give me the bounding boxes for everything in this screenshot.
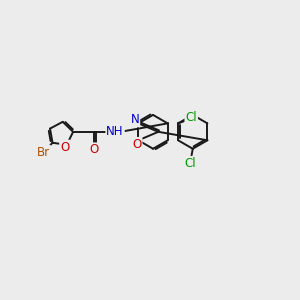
Text: O: O	[132, 138, 142, 151]
Text: NH: NH	[106, 125, 124, 138]
Text: Cl: Cl	[184, 157, 196, 170]
Text: O: O	[60, 141, 69, 154]
Text: Cl: Cl	[185, 111, 197, 124]
Text: N: N	[130, 113, 139, 126]
Text: Br: Br	[37, 146, 50, 159]
Text: O: O	[89, 143, 99, 156]
